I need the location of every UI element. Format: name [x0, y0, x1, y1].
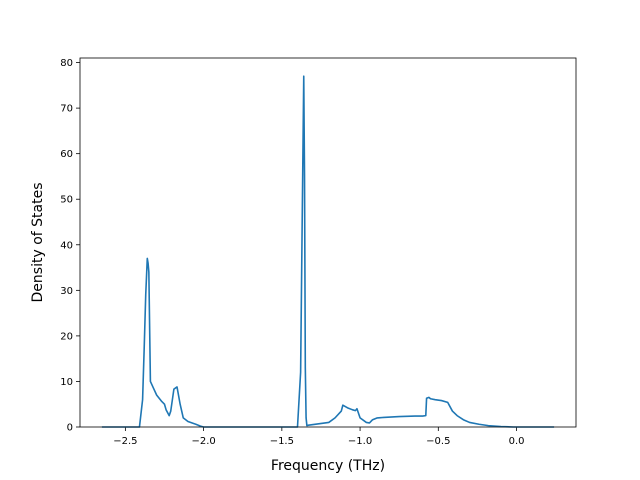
y-tick-label: 10: [60, 377, 73, 388]
density-of-states-line: [101, 75, 555, 428]
y-tick-label: 60: [60, 149, 73, 160]
y-axis-ticks: 0 10 20 30 40 50 60 70 80: [60, 58, 80, 434]
y-axis-label: Density of States: [30, 183, 46, 303]
x-axis-label: Frequency (THz): [271, 458, 385, 474]
plot-frame: [79, 57, 577, 428]
x-tick-label: −1.0: [348, 436, 372, 447]
y-tick-label: 40: [60, 240, 73, 251]
x-tick-label: −2.5: [113, 436, 137, 447]
x-tick-label: −2.0: [191, 436, 215, 447]
y-tick-label: 70: [60, 104, 73, 115]
y-tick-label: 0: [67, 423, 73, 434]
x-tick-label: 0.0: [509, 436, 525, 447]
x-tick-label: −1.5: [270, 436, 294, 447]
y-tick-label: 20: [60, 331, 73, 342]
y-tick-label: 80: [60, 58, 73, 69]
y-tick-label: 50: [60, 195, 73, 206]
x-axis-ticks: −2.5 −2.0 −1.5 −1.0 −0.5 0.0: [113, 427, 524, 447]
x-tick-label: −0.5: [426, 436, 450, 447]
y-tick-label: 30: [60, 286, 73, 297]
